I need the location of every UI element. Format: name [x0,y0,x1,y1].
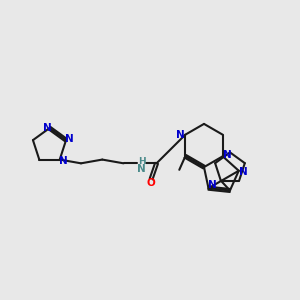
Text: N: N [208,180,217,190]
Text: N: N [43,123,52,133]
Text: N: N [59,156,68,166]
Text: N: N [176,130,185,140]
Text: H: H [138,157,146,166]
Text: N: N [239,167,248,177]
Text: N: N [223,150,232,160]
Text: O: O [147,178,155,188]
Text: N: N [65,134,74,144]
Text: N: N [137,164,146,174]
